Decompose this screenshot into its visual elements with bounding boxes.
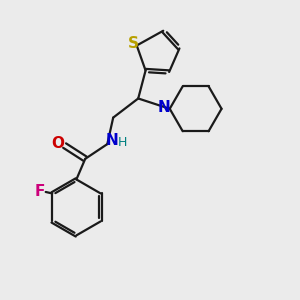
Text: N: N <box>105 133 118 148</box>
Text: F: F <box>34 184 45 200</box>
Text: S: S <box>128 37 139 52</box>
Text: N: N <box>158 100 171 115</box>
Text: O: O <box>52 136 64 151</box>
Text: H: H <box>118 136 127 149</box>
